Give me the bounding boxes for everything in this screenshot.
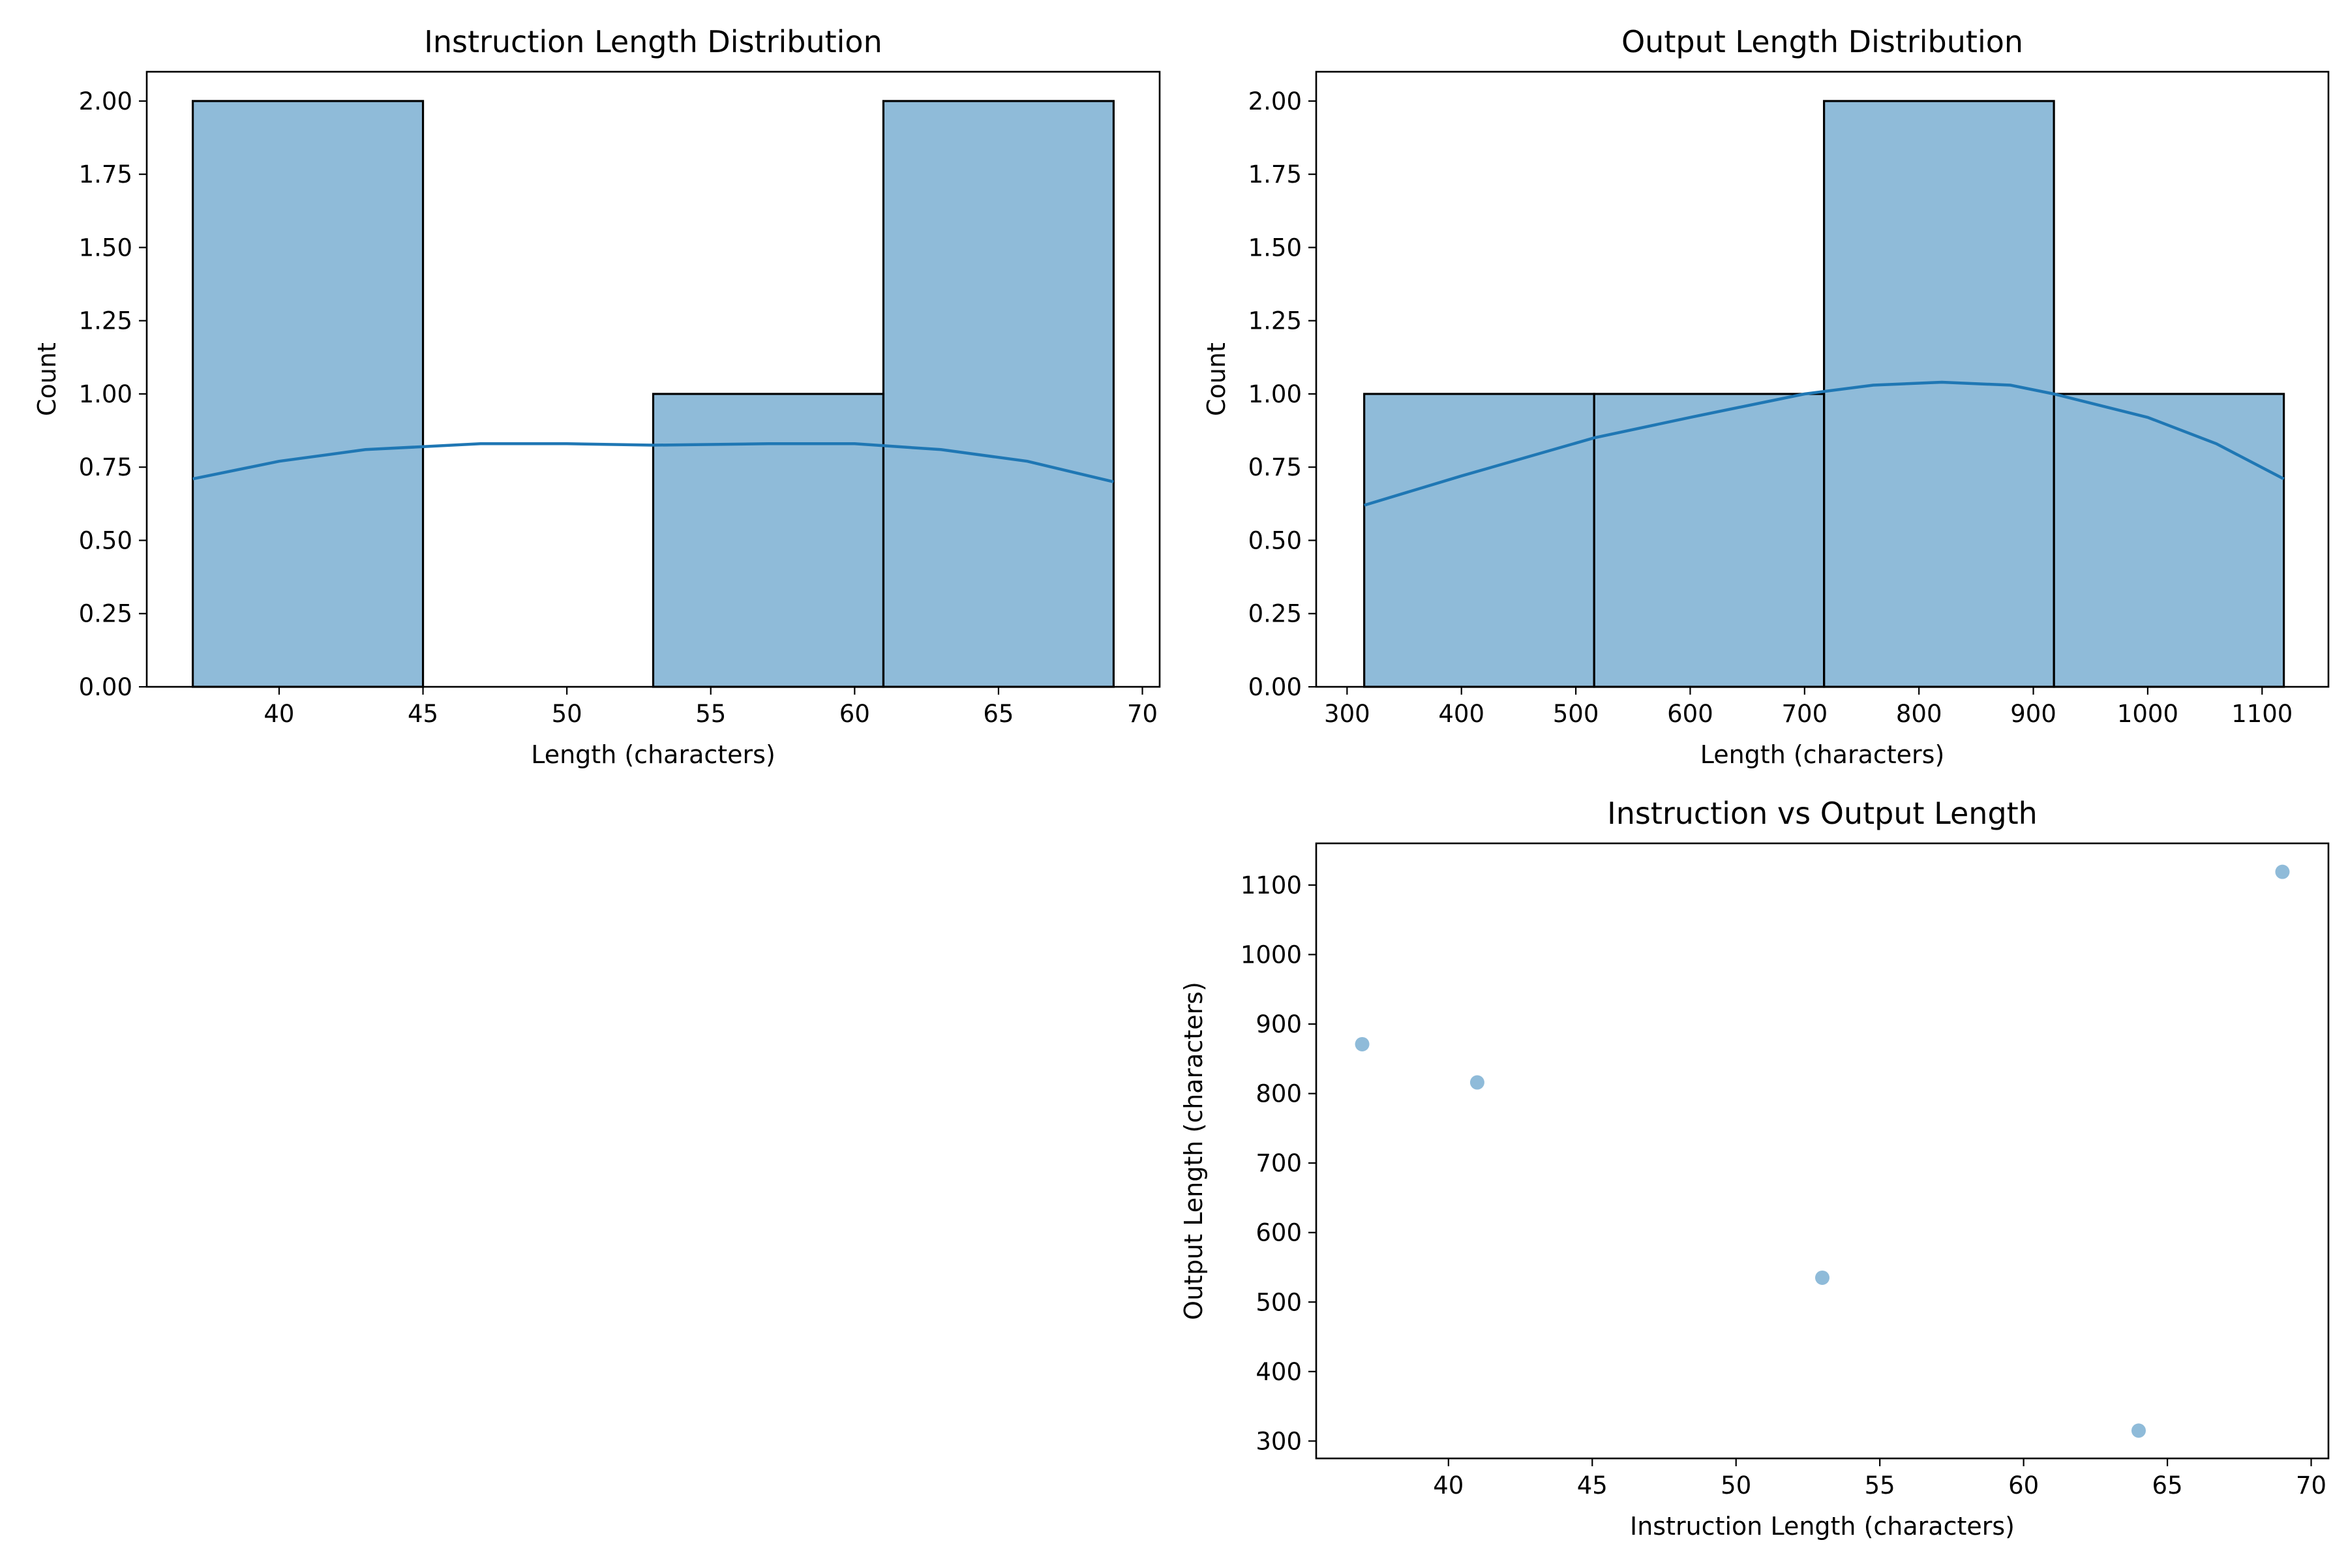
- x-tick-label: 60: [2008, 1471, 2039, 1500]
- x-tick-label: 50: [552, 700, 582, 728]
- instruction-length-histogram: 40 45 50 55 60 65 70 0.00 0.25 0.50 0.75 1.00 1.25 1.…: [33, 24, 1161, 769]
- histogram-bar: [191, 100, 425, 688]
- y-tick-label: 1.50: [79, 234, 132, 262]
- y-axis-label: Count: [33, 342, 61, 416]
- x-axis-label: Length (characters): [531, 740, 775, 769]
- y-tick-label: 0.25: [79, 600, 132, 628]
- axes-frame: [1315, 70, 2330, 688]
- y-tick-label: 0.75: [79, 453, 132, 481]
- x-tick-label: 45: [1577, 1471, 1608, 1500]
- chart-title: Output Length Distribution: [1621, 24, 2023, 59]
- y-tick-label: 0.00: [1248, 673, 1302, 701]
- y-tick-label: 1.00: [1248, 380, 1302, 408]
- scatter-point: [2131, 1423, 2146, 1438]
- y-axis-label: Count: [1202, 342, 1231, 416]
- x-tick-label: 600: [1667, 700, 1713, 728]
- y-tick-label: 1.75: [1248, 160, 1302, 188]
- y-tick-label: 1.75: [79, 160, 132, 188]
- x-tick-label: 400: [1438, 700, 1484, 728]
- scatter-point: [1469, 1075, 1484, 1090]
- x-tick-label: 45: [408, 700, 438, 728]
- scatter-point: [1815, 1270, 1829, 1285]
- y-tick-label: 900: [1256, 1010, 1302, 1038]
- y-tick-label: 300: [1256, 1427, 1302, 1455]
- chart-title: Instruction Length Distribution: [424, 24, 882, 59]
- x-tick-label: 60: [839, 700, 870, 728]
- x-tick-label: 55: [695, 700, 726, 728]
- x-tick-label: 900: [2010, 700, 2056, 728]
- axes-frame: [1315, 842, 2330, 1460]
- x-tick-label: 40: [1433, 1471, 1464, 1500]
- y-tick-label: 1.50: [1248, 234, 1302, 262]
- y-tick-label: 0.00: [79, 673, 132, 701]
- y-tick-label: 1.25: [1248, 307, 1302, 335]
- scatter-point: [2275, 864, 2290, 879]
- histogram-bar: [2053, 393, 2285, 688]
- y-axis-label: Output Length (characters): [1179, 982, 1208, 1320]
- x-axis-label: Length (characters): [1700, 740, 1945, 769]
- y-tick-label: 0.25: [1248, 600, 1302, 628]
- y-tick-label: 0.75: [1248, 453, 1302, 481]
- kde-line: [192, 442, 1114, 483]
- x-tick-label: 800: [1896, 700, 1942, 728]
- y-tick-label: 600: [1256, 1219, 1302, 1247]
- output-length-histogram: 300 400 500 600 700 800 900 1000 1100 0.00 0.25 0.5…: [1202, 24, 2330, 769]
- x-tick-label: 70: [2296, 1471, 2326, 1500]
- axes-frame: [145, 70, 1161, 688]
- x-tick-label: 40: [263, 700, 294, 728]
- y-tick-label: 0.50: [79, 526, 132, 554]
- y-tick-label: 1.00: [79, 380, 132, 408]
- chart-title: Instruction vs Output Length: [1607, 796, 2038, 831]
- scatter-point: [1355, 1036, 1370, 1051]
- y-tick-label: 2.00: [79, 87, 132, 115]
- kde-line: [1364, 380, 2285, 507]
- y-tick-label: 1.25: [79, 307, 132, 335]
- x-tick-label: 55: [1865, 1471, 1895, 1500]
- histogram-bar: [1593, 393, 1826, 688]
- x-tick-label: 1100: [2231, 700, 2293, 728]
- x-tick-label: 70: [1127, 700, 1158, 728]
- x-axis-label: Instruction Length (characters): [1630, 1512, 2015, 1541]
- histogram-bar: [1363, 393, 1595, 688]
- x-tick-label: 300: [1324, 700, 1370, 728]
- x-tick-label: 1000: [2117, 700, 2178, 728]
- y-tick-label: 2.00: [1248, 87, 1302, 115]
- histogram-bar: [1823, 100, 2055, 688]
- y-tick-label: 800: [1256, 1080, 1302, 1108]
- histogram-bar: [652, 393, 885, 688]
- x-tick-label: 65: [2152, 1471, 2183, 1500]
- y-tick-label: 1100: [1241, 871, 1302, 899]
- x-tick-label: 500: [1553, 700, 1599, 728]
- y-tick-label: 0.50: [1248, 526, 1302, 554]
- histogram-bar: [882, 100, 1115, 688]
- x-tick-label: 65: [983, 700, 1014, 728]
- y-tick-label: 1000: [1241, 941, 1302, 969]
- x-tick-label: 50: [1721, 1471, 1751, 1500]
- x-tick-label: 700: [1782, 700, 1828, 728]
- y-tick-label: 700: [1256, 1149, 1302, 1177]
- y-tick-label: 500: [1256, 1288, 1302, 1316]
- instruction-vs-output-scatter: 40 45 50 55 60 65 70 300 400 500 600 700 800 900 1000 1…: [1179, 796, 2330, 1541]
- y-tick-label: 400: [1256, 1358, 1302, 1386]
